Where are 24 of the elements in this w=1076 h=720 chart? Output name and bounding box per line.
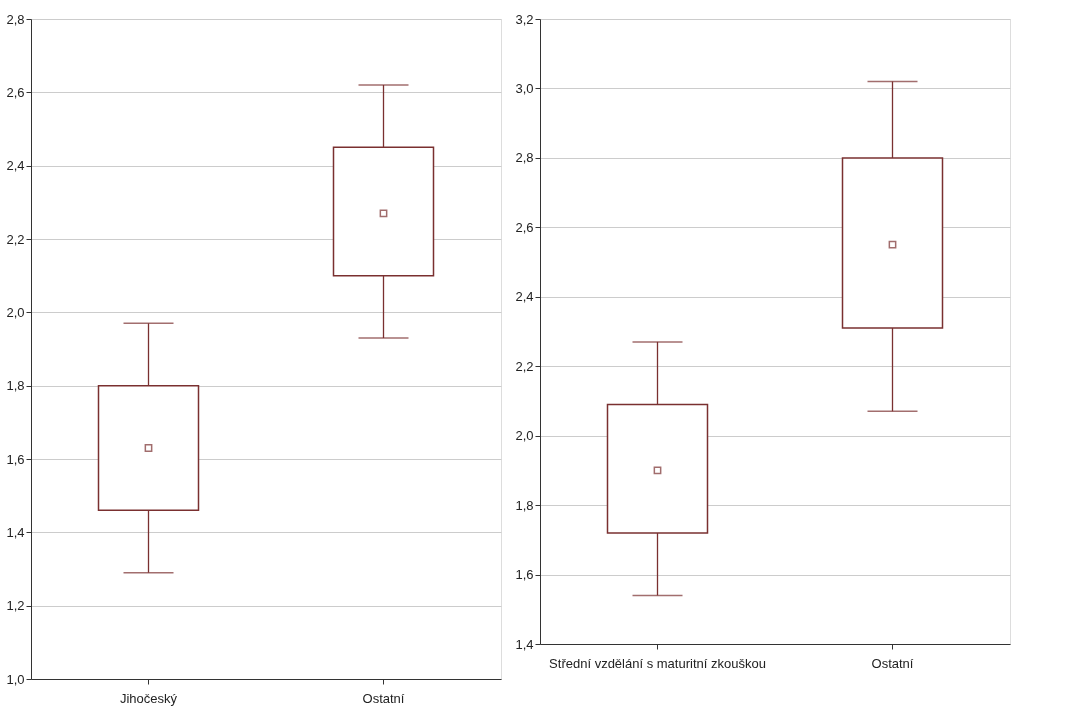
y-tick-label: 1,4 xyxy=(515,636,534,652)
y-tick-label: 2,6 xyxy=(6,84,25,100)
y-tick-label: 2,0 xyxy=(6,304,25,320)
x-tick-label: Jihočeský xyxy=(119,690,178,706)
y-tick-label: 1,6 xyxy=(6,451,25,467)
y-tick-label: 3,0 xyxy=(515,80,534,96)
y-tick-label: 2,0 xyxy=(515,428,534,444)
x-tick-label: Střední vzdělání s maturitní zkouškou xyxy=(549,655,766,671)
y-tick-label: 1,6 xyxy=(515,567,534,583)
y-tick-label: 2,2 xyxy=(515,358,534,374)
y-tick-label: 3,2 xyxy=(515,11,534,27)
y-tick-label: 1,0 xyxy=(6,671,25,687)
y-tick-label: 2,4 xyxy=(515,289,534,305)
y-tick-label: 2,2 xyxy=(6,231,25,247)
x-tick-label: Ostatní xyxy=(871,655,914,671)
y-tick-label: 2,6 xyxy=(515,219,534,235)
y-tick-label: 1,8 xyxy=(6,378,25,394)
y-tick-label: 2,4 xyxy=(6,158,25,174)
x-tick-label: Ostatní xyxy=(362,690,405,706)
y-tick-label: 2,8 xyxy=(6,11,25,27)
y-tick-label: 1,2 xyxy=(6,598,25,614)
y-tick-label: 1,4 xyxy=(6,524,25,540)
y-tick-label: 2,8 xyxy=(515,150,534,166)
y-tick-label: 1,8 xyxy=(515,497,534,513)
